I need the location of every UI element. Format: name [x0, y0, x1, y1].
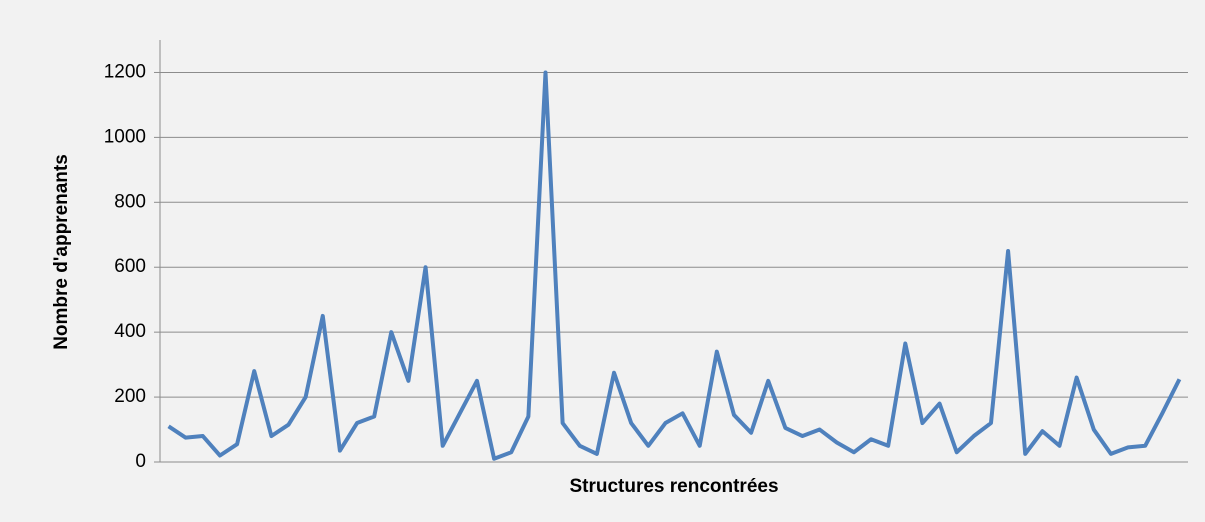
y-tick-label: 400 [114, 321, 146, 342]
data-line [167, 70, 1182, 461]
y-tick-label: 800 [114, 191, 146, 212]
y-tick-label: 1000 [104, 126, 146, 147]
y-tick-label: 0 [135, 451, 146, 472]
y-tick-label: 200 [114, 386, 146, 407]
y-tick-label: 1200 [104, 61, 146, 82]
x-axis-label: Structures rencontrées [569, 476, 778, 497]
y-tick-label: 600 [114, 256, 146, 277]
y-axis-label: Nombre d'apprenants [51, 154, 72, 350]
